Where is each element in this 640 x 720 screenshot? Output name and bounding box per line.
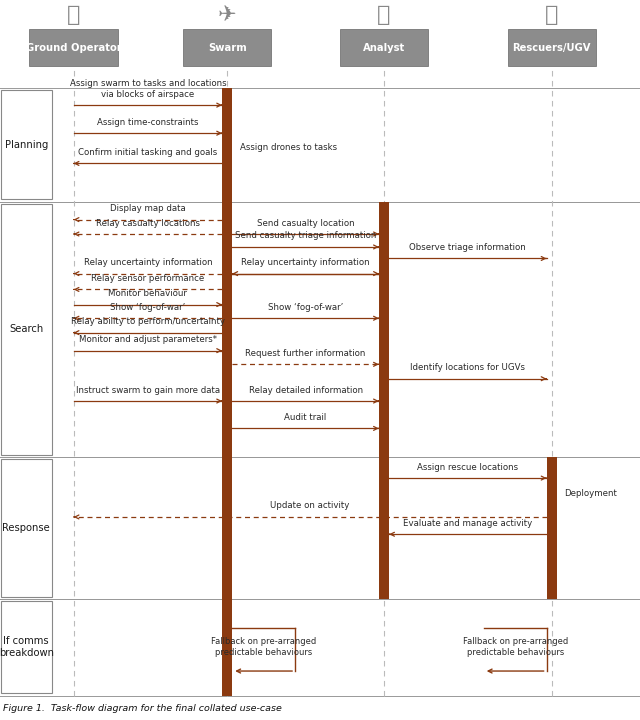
- Text: Send casualty triage information: Send casualty triage information: [235, 231, 376, 240]
- Text: Evaluate and manage activity: Evaluate and manage activity: [403, 518, 532, 528]
- Bar: [1, 204, 52, 455]
- Text: Relay ability to perform/uncertainty: Relay ability to perform/uncertainty: [71, 317, 225, 326]
- Text: 🚶: 🚶: [67, 5, 80, 25]
- Text: Fallback on pre-arranged
predictable behaviours: Fallback on pre-arranged predictable beh…: [463, 636, 568, 657]
- Text: Confirm initial tasking and goals: Confirm initial tasking and goals: [78, 148, 218, 157]
- Text: Search: Search: [9, 325, 44, 334]
- Text: Relay uncertainty information: Relay uncertainty information: [84, 258, 212, 267]
- Text: Planning: Planning: [4, 140, 48, 150]
- Text: Audit trail: Audit trail: [284, 413, 327, 422]
- Text: Instruct swarm to gain more data: Instruct swarm to gain more data: [76, 386, 220, 395]
- Text: Relay casualty locations: Relay casualty locations: [96, 219, 200, 228]
- Text: Response: Response: [3, 523, 50, 533]
- Text: Monitor and adjust parameters*: Monitor and adjust parameters*: [79, 335, 217, 344]
- Text: Deployment: Deployment: [564, 489, 618, 498]
- Text: Fallback on pre-arranged
predictable behaviours: Fallback on pre-arranged predictable beh…: [211, 636, 316, 657]
- Text: Assign drones to tasks: Assign drones to tasks: [240, 143, 337, 152]
- Text: Swarm: Swarm: [208, 42, 246, 53]
- Bar: [1, 459, 52, 597]
- Text: Send casualty location: Send casualty location: [257, 219, 355, 228]
- Text: Monitor behaviour: Monitor behaviour: [108, 289, 188, 298]
- Text: Request further information: Request further information: [245, 348, 366, 358]
- Bar: [29, 29, 118, 66]
- Text: Display map data: Display map data: [110, 204, 186, 213]
- Text: Assign swarm to tasks and locations
via blocks of airspace: Assign swarm to tasks and locations via …: [70, 79, 226, 99]
- Text: Analyst: Analyst: [363, 42, 405, 53]
- Text: Relay detailed information: Relay detailed information: [248, 386, 363, 395]
- Text: Ground Operator: Ground Operator: [26, 42, 122, 53]
- Bar: [340, 29, 428, 66]
- Text: 📦: 📦: [545, 5, 558, 25]
- Text: Figure 1.  Task-flow diagram for the final collated use-case: Figure 1. Task-flow diagram for the fina…: [3, 704, 282, 713]
- Bar: [183, 29, 271, 66]
- Text: 👤: 👤: [378, 5, 390, 25]
- Text: ✈: ✈: [218, 5, 237, 25]
- Text: If comms
breakdown: If comms breakdown: [0, 636, 54, 659]
- Text: Assign rescue locations: Assign rescue locations: [417, 462, 518, 472]
- Text: Identify locations for UGVs: Identify locations for UGVs: [410, 363, 525, 372]
- Text: Show ‘fog-of-war’: Show ‘fog-of-war’: [268, 302, 343, 312]
- Bar: [222, 88, 232, 696]
- Text: Show ‘fog-of-war’: Show ‘fog-of-war’: [110, 302, 186, 312]
- Text: Relay sensor performance: Relay sensor performance: [92, 274, 204, 283]
- Bar: [379, 202, 389, 599]
- Bar: [1, 90, 52, 199]
- Text: Observe triage information: Observe triage information: [410, 243, 526, 252]
- Text: Update on activity: Update on activity: [270, 501, 350, 510]
- Bar: [547, 457, 557, 599]
- Text: Assign time-constraints: Assign time-constraints: [97, 117, 198, 127]
- Bar: [508, 29, 596, 66]
- Bar: [1, 601, 52, 693]
- Text: Rescuers/UGV: Rescuers/UGV: [513, 42, 591, 53]
- Text: Relay uncertainty information: Relay uncertainty information: [241, 258, 370, 267]
